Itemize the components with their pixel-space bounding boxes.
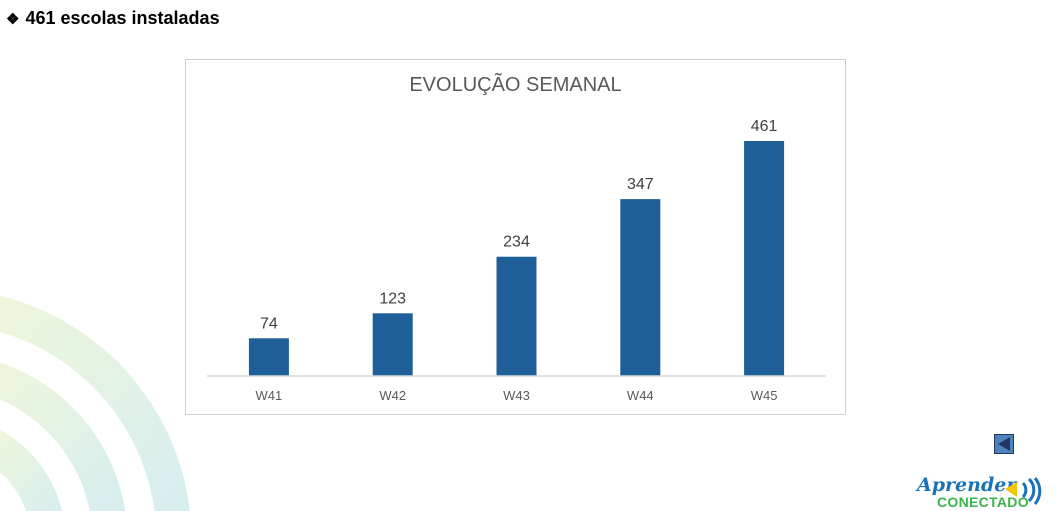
- x-tick-label: W42: [379, 388, 406, 403]
- megaphone-icon: [1005, 477, 1042, 505]
- data-label: 74: [260, 315, 278, 332]
- chart-frame: EVOLUÇÃO SEMANAL 74 W41 123 W42 234 W43 347 W44…: [185, 59, 846, 415]
- data-label: 123: [379, 290, 406, 307]
- heading-text: 461 escolas instaladas: [25, 8, 220, 28]
- chart-title: EVOLUÇÃO SEMANAL: [409, 74, 622, 96]
- bar-chart: 74 W41 123 W42 234 W43 347 W44 461 W45: [207, 118, 826, 403]
- logo-line2: CONECTADO: [937, 494, 1029, 510]
- bar-w44: [620, 199, 661, 376]
- triangle-left-icon: [998, 437, 1010, 451]
- data-label: 234: [503, 234, 530, 251]
- bar-w42: [372, 313, 413, 376]
- x-tick-label: W43: [503, 388, 530, 403]
- bar-w41: [248, 338, 289, 376]
- bar-w43: [496, 256, 537, 376]
- arc-inner: [0, 429, 63, 511]
- aprender-conectado-logo: Aprender CONECTADO: [915, 475, 1055, 511]
- data-label: 461: [751, 118, 778, 135]
- heading: ❖ 461 escolas instaladas: [6, 8, 220, 29]
- x-tick-label: W41: [256, 388, 283, 403]
- x-tick-label: W45: [751, 388, 778, 403]
- logo-line1: Aprender: [917, 474, 1017, 496]
- back-button[interactable]: [994, 434, 1014, 454]
- x-tick-label: W44: [627, 388, 654, 403]
- bar-w45: [744, 141, 785, 376]
- diamond-bullet-icon: ❖: [6, 10, 20, 28]
- arc-outer: [0, 295, 190, 511]
- arc-middle: [0, 362, 126, 511]
- data-label: 347: [627, 176, 654, 193]
